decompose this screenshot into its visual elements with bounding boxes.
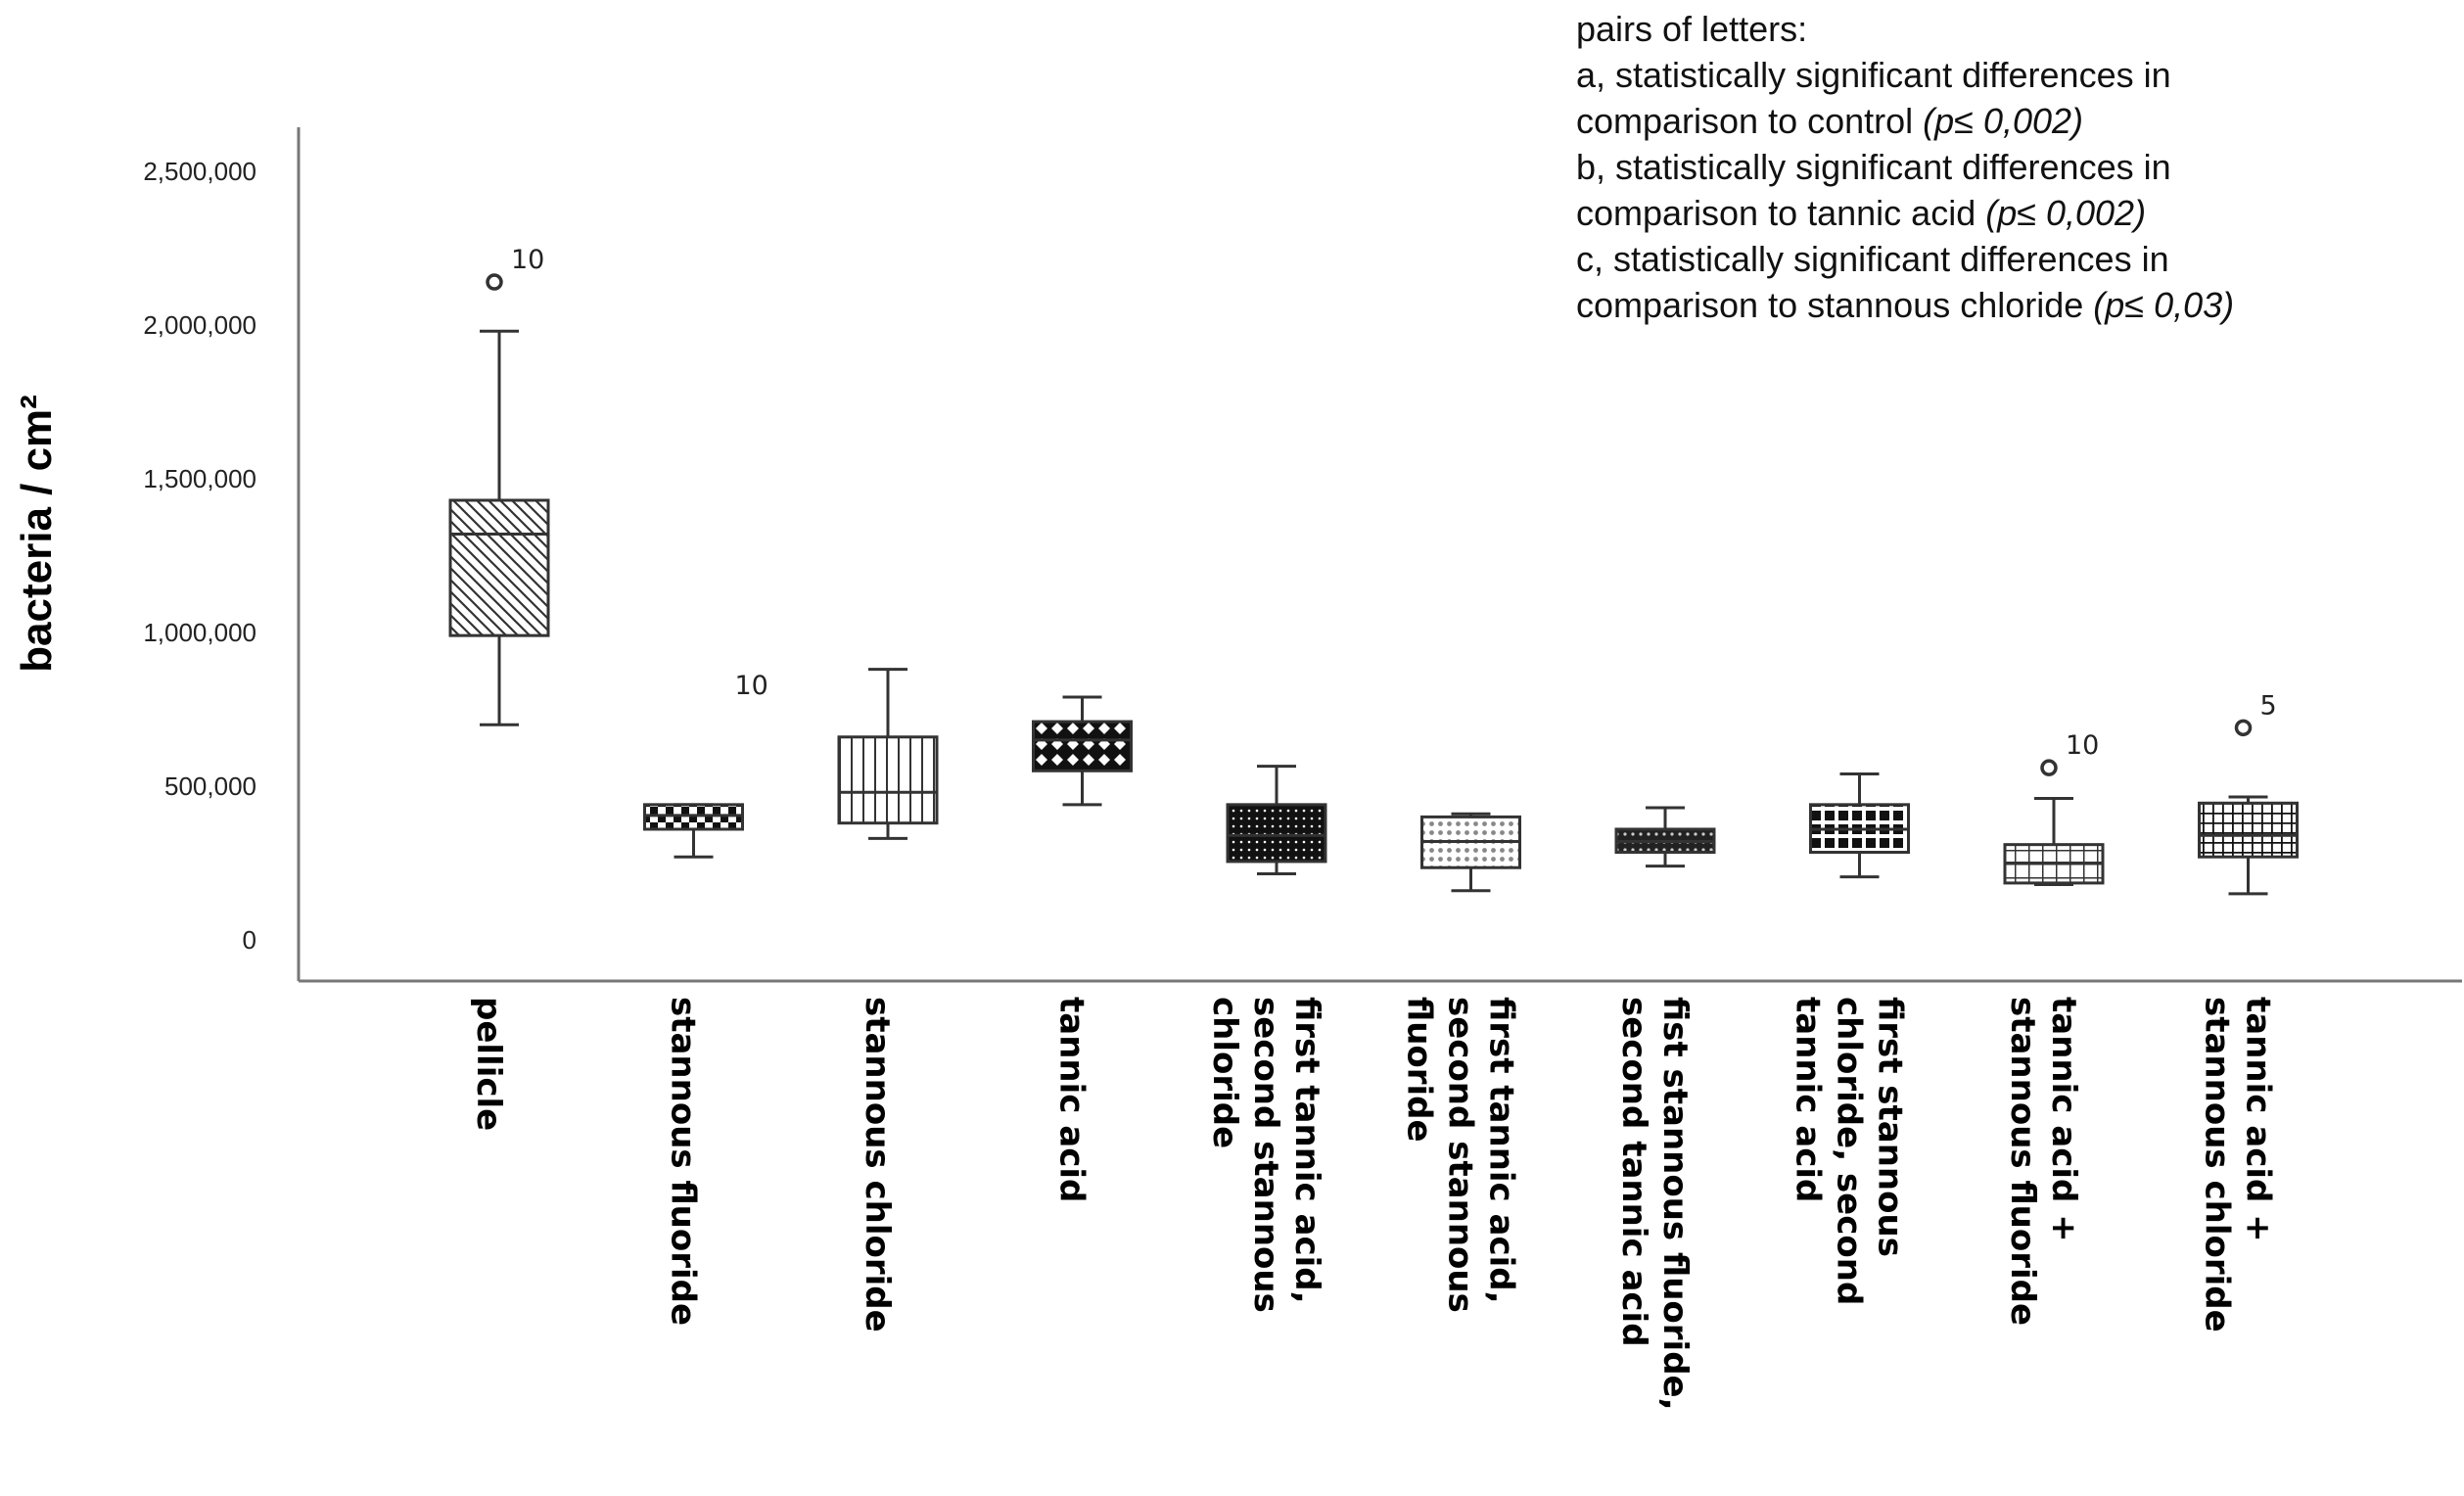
- category-label-line: fist stannous fluoride,: [1655, 997, 1695, 1411]
- category-label: fist stannous fluoride,second tannic aci…: [1614, 997, 1695, 1411]
- legend-line-text: comparison to control: [1576, 101, 1923, 141]
- legend-line-text: b, statistically significant differences…: [1576, 147, 2171, 187]
- y-tick-label: 1,000,000: [143, 618, 256, 647]
- legend-line: pairs of letters:: [1576, 9, 1807, 49]
- box-plot-item: [1032, 695, 1133, 807]
- category-label-line: stannous chloride: [858, 997, 897, 1332]
- legend-line: c, statistically significant differences…: [1576, 239, 2169, 279]
- category-label-line: stannous fluoride: [664, 997, 703, 1326]
- iqr-box: [2198, 801, 2299, 859]
- significance-legend: pairs of letters: a, statistically signif…: [1576, 9, 2234, 325]
- category-label: tannic acid +stannous fluoride: [2003, 997, 2083, 1326]
- legend-line-text: comparison to tannic acid: [1576, 193, 1985, 233]
- outlier-point: [2234, 719, 2253, 737]
- y-axis: 0 500,000 1,000,000 1,500,000 2,000,000 2,500…: [13, 127, 2462, 983]
- category-label: first stannouschloride, secondtannic aci…: [1789, 997, 1910, 1305]
- category-label-line: first stannous: [1871, 997, 1910, 1257]
- legend-line: comparison to stannous chloride (p≤ 0,03…: [1576, 285, 2234, 325]
- outlier-label: 10: [735, 671, 768, 701]
- category-label-line: first tannic acid,: [1482, 997, 1521, 1304]
- category-label-line: tannic acid +: [2239, 997, 2278, 1242]
- category-label-line: second stannous: [1441, 997, 1480, 1313]
- legend-line: comparison to tannic acid (p≤ 0,002): [1576, 193, 2146, 233]
- category-label: stannous chloride: [858, 997, 897, 1332]
- category-label-line: tannic acid +: [2044, 997, 2083, 1242]
- category-label: stannous fluoride: [664, 997, 703, 1326]
- box-plot-item: [1614, 806, 1716, 868]
- legend-line-pvalue: (p≤ 0,002): [1923, 101, 2083, 141]
- x-axis-labels: pellicle stannous fluoride stannous chlori…: [469, 997, 2278, 1411]
- category-label: first tannic acid,second stannouschlorid…: [1205, 997, 1326, 1313]
- legend-line-text: a, statistically significant differences…: [1576, 55, 2171, 95]
- box-plot-item: 5: [2198, 690, 2299, 896]
- category-label-line: second stannous: [1246, 997, 1285, 1313]
- y-tick-label: 2,500,000: [143, 157, 256, 186]
- box-series: 10 10 10 5: [448, 245, 2299, 896]
- iqr-box: [643, 803, 744, 831]
- category-label-line: chloride, second: [1830, 997, 1869, 1305]
- category-label-line: fluoride: [1400, 997, 1439, 1143]
- y-axis-title: bacteria / cm²: [13, 395, 61, 673]
- category-label: tannic acid +stannous chloride: [2198, 997, 2278, 1332]
- legend-line: a, statistically significant differences…: [1576, 55, 2171, 95]
- box-plot-item: 10: [448, 245, 550, 726]
- category-label-line: tannic acid: [1052, 997, 1092, 1202]
- legend-line-pvalue: (p≤ 0,002): [1985, 193, 2146, 233]
- category-label-line: stannous chloride: [2198, 997, 2237, 1332]
- outlier-label: 10: [2066, 730, 2099, 761]
- box-plot-item: [837, 668, 939, 840]
- iqr-box: [448, 498, 550, 637]
- legend-line-pvalue: (p≤ 0,03): [2093, 285, 2234, 325]
- box-plot-item: [1226, 765, 1327, 875]
- legend-line-text: comparison to stannous chloride: [1576, 285, 2093, 325]
- iqr-box: [1032, 720, 1133, 772]
- category-label-line: pellicle: [469, 997, 508, 1131]
- legend-line-text: pairs of letters:: [1576, 9, 1807, 49]
- outlier-label: 10: [511, 245, 544, 275]
- category-label-line: first tannic acid,: [1287, 997, 1326, 1304]
- iqr-box: [1226, 803, 1327, 864]
- box-plot-item: 10: [2003, 730, 2105, 886]
- outlier-label: 5: [2260, 690, 2277, 721]
- category-label-line: tannic acid: [1789, 997, 1828, 1202]
- category-label: tannic acid: [1052, 997, 1092, 1202]
- legend-line-text: c, statistically significant differences…: [1576, 239, 2169, 279]
- y-tick-label: 2,000,000: [143, 310, 256, 340]
- category-label-line: chloride: [1205, 997, 1244, 1148]
- category-label-line: second tannic acid: [1614, 997, 1653, 1347]
- y-tick-label: 0: [243, 925, 256, 955]
- legend-line: b, statistically significant differences…: [1576, 147, 2171, 187]
- y-tick-label: 500,000: [164, 771, 256, 801]
- iqr-box: [837, 735, 939, 825]
- category-label-line: stannous fluoride: [2003, 997, 2042, 1326]
- box-plot-item: 10: [643, 671, 768, 859]
- legend-line: comparison to control (p≤ 0,002): [1576, 101, 2083, 141]
- category-label: pellicle: [469, 997, 508, 1131]
- outlier-point: [486, 273, 503, 291]
- outlier-point: [2040, 759, 2058, 776]
- y-tick-label: 1,500,000: [143, 464, 256, 493]
- category-label: first tannic acid,second stannousfluorid…: [1400, 997, 1521, 1313]
- box-plot-item: [1809, 771, 1910, 879]
- box-plot-item: [1420, 812, 1521, 893]
